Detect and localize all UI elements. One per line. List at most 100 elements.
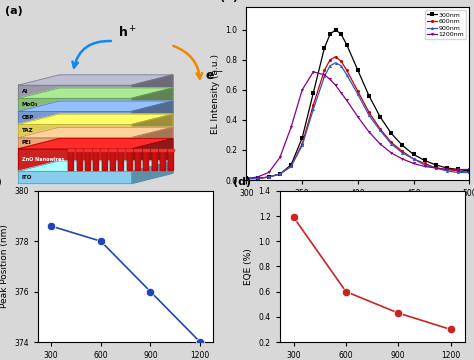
900nm: [300, 143, 305, 148]
Polygon shape: [18, 171, 132, 184]
Polygon shape: [18, 138, 132, 148]
600nm: [338, 59, 344, 63]
1200nm: [255, 175, 261, 179]
600nm: [321, 68, 327, 72]
600nm: [422, 161, 428, 166]
Text: ZnO Nanowires: ZnO Nanowires: [22, 157, 64, 162]
900nm: [344, 73, 349, 77]
Polygon shape: [118, 149, 124, 151]
1200nm: [300, 88, 305, 92]
1200nm: [333, 83, 338, 87]
Polygon shape: [18, 139, 173, 149]
Polygon shape: [76, 149, 82, 151]
Polygon shape: [18, 111, 132, 123]
Polygon shape: [18, 114, 173, 125]
900nm: [244, 176, 249, 181]
Text: (b): (b): [220, 0, 238, 2]
Polygon shape: [132, 101, 173, 123]
1200nm: [321, 73, 327, 77]
Text: TAZ: TAZ: [22, 128, 33, 133]
Line: 1200nm: 1200nm: [245, 70, 471, 180]
300nm: [355, 68, 361, 72]
300nm: [244, 176, 249, 181]
Text: (c): (c): [0, 177, 2, 187]
Polygon shape: [135, 150, 140, 170]
300nm: [410, 152, 416, 157]
300nm: [433, 163, 438, 167]
300nm: [389, 131, 394, 136]
Polygon shape: [132, 88, 173, 111]
Polygon shape: [77, 150, 82, 170]
900nm: [433, 166, 438, 170]
Polygon shape: [18, 125, 132, 137]
Polygon shape: [168, 149, 174, 151]
900nm: [338, 64, 344, 68]
Polygon shape: [84, 149, 91, 151]
900nm: [255, 176, 261, 181]
Polygon shape: [132, 114, 173, 137]
Text: (a): (a): [5, 6, 22, 15]
600nm: [310, 103, 316, 107]
Polygon shape: [132, 139, 173, 170]
1200nm: [266, 170, 272, 175]
900nm: [377, 128, 383, 132]
900nm: [277, 172, 283, 176]
300nm: [377, 115, 383, 119]
300nm: [266, 175, 272, 179]
300nm: [455, 167, 461, 172]
900nm: [389, 142, 394, 146]
1200nm: [355, 115, 361, 119]
600nm: [366, 110, 372, 114]
900nm: [366, 113, 372, 118]
900nm: [455, 170, 461, 175]
1200nm: [288, 125, 294, 130]
600nm: [400, 149, 405, 154]
1200nm: [455, 167, 461, 172]
300nm: [255, 176, 261, 181]
900nm: [266, 175, 272, 179]
600nm: [333, 55, 338, 59]
Polygon shape: [152, 150, 157, 170]
600nm: [433, 166, 438, 170]
Polygon shape: [85, 150, 90, 170]
X-axis label: Wavelength (nm): Wavelength (nm): [319, 204, 397, 213]
600nm: [277, 172, 283, 176]
Polygon shape: [132, 75, 173, 97]
Polygon shape: [68, 149, 74, 151]
900nm: [422, 163, 428, 167]
300nm: [333, 28, 338, 32]
600nm: [455, 169, 461, 173]
1200nm: [310, 69, 316, 74]
900nm: [327, 64, 333, 68]
Polygon shape: [68, 150, 73, 170]
600nm: [327, 58, 333, 62]
1200nm: [338, 91, 344, 95]
Text: ITO: ITO: [22, 175, 32, 180]
900nm: [333, 60, 338, 65]
1200nm: [466, 167, 472, 172]
900nm: [400, 151, 405, 155]
600nm: [410, 157, 416, 161]
300nm: [466, 169, 472, 173]
900nm: [444, 169, 450, 173]
Text: h$^+$: h$^+$: [118, 25, 137, 40]
Y-axis label: Peak Position (nm): Peak Position (nm): [0, 225, 9, 308]
300nm: [366, 94, 372, 98]
Text: PEI: PEI: [22, 140, 31, 145]
600nm: [255, 176, 261, 181]
Y-axis label: EL Intensity (a.u.): EL Intensity (a.u.): [211, 54, 220, 134]
1200nm: [400, 157, 405, 161]
600nm: [466, 170, 472, 175]
Polygon shape: [126, 149, 132, 151]
1200nm: [244, 176, 249, 181]
Polygon shape: [143, 150, 148, 170]
Polygon shape: [18, 127, 173, 138]
300nm: [277, 172, 283, 176]
600nm: [355, 89, 361, 94]
Polygon shape: [101, 150, 107, 170]
Line: 300nm: 300nm: [245, 28, 471, 180]
900nm: [410, 157, 416, 161]
300nm: [288, 163, 294, 167]
Polygon shape: [18, 101, 173, 111]
Polygon shape: [93, 150, 98, 170]
